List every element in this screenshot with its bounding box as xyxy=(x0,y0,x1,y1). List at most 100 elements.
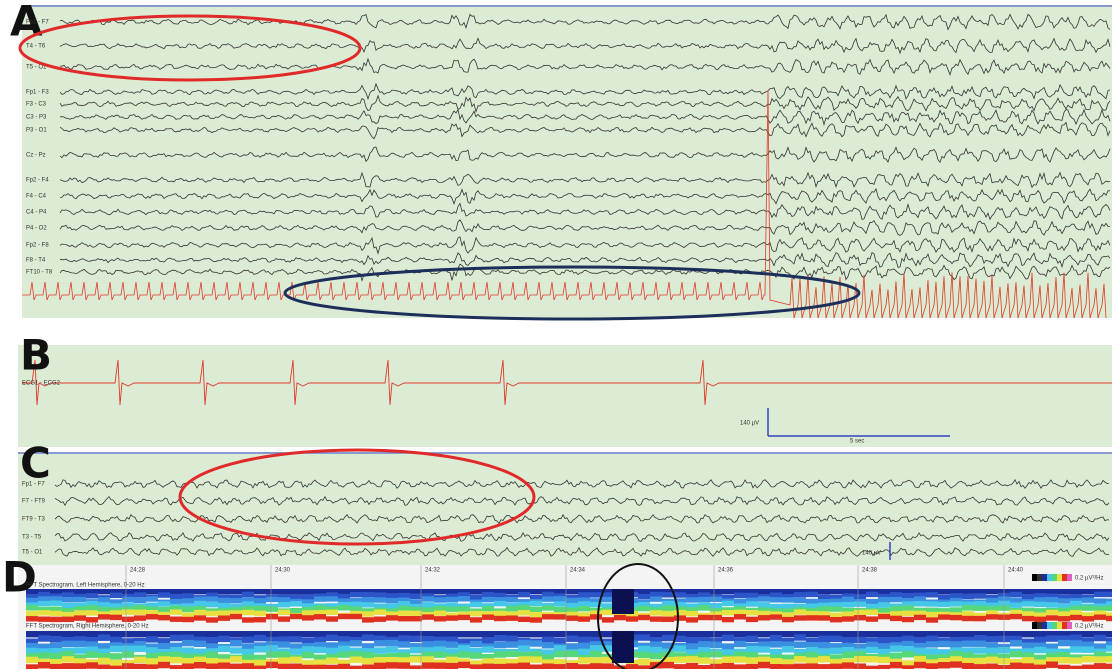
spectrogram-cell xyxy=(986,657,998,663)
spectrogram-cell xyxy=(1094,615,1106,620)
spectrogram-cell xyxy=(326,658,338,664)
spectrogram-cell xyxy=(206,611,218,616)
spectrogram-cell xyxy=(542,642,554,648)
spectrogram-cell xyxy=(962,641,974,647)
spectrogram-cell xyxy=(854,664,866,669)
spectrogram-cell xyxy=(218,663,230,669)
spectrogram-cell xyxy=(842,652,854,658)
spectrogram-cell xyxy=(938,614,950,619)
spectrogram-cell xyxy=(890,616,902,621)
spectrogram-cell xyxy=(1082,597,1094,602)
spectrogram-cell xyxy=(650,596,662,601)
spectrogram-cell xyxy=(698,652,710,658)
channel-label: Fp2 - F4 xyxy=(26,178,49,184)
spectrogram-cell xyxy=(1022,611,1034,616)
spectrogram-cell xyxy=(542,637,554,643)
spectrogram-cell xyxy=(806,663,818,669)
spectrogram-cell xyxy=(26,611,38,616)
spectrogram-cell xyxy=(386,593,398,598)
spectrogram-cell xyxy=(698,605,710,610)
spectrogram-cell xyxy=(794,615,806,620)
spectrogram-cell xyxy=(1106,592,1112,597)
spectrogram-cell xyxy=(1070,657,1082,663)
spectrogram-cell xyxy=(362,652,374,658)
spectrogram-cell xyxy=(458,651,470,657)
spectrogram-cell xyxy=(530,631,542,637)
spectrogram-cell xyxy=(206,617,218,622)
spectrogram-cell xyxy=(326,665,338,669)
scale-amplitude: 140 µV xyxy=(740,421,759,427)
spectrogram-cell xyxy=(1094,656,1106,662)
spectrogram-cell xyxy=(650,610,662,615)
spectrogram-cell xyxy=(530,656,542,662)
spectrogram-cell xyxy=(422,602,434,607)
spectrogram-cell xyxy=(590,651,602,657)
spectrogram-cell xyxy=(626,664,638,669)
spectrogram-cell xyxy=(254,666,266,669)
spectrogram-cell xyxy=(422,614,434,619)
spectrogram-cell xyxy=(878,589,890,594)
spectrogram-cell xyxy=(290,657,302,663)
spectrogram-cell xyxy=(854,610,866,615)
spectrogram-cell xyxy=(1070,640,1082,646)
spectrogram-cell xyxy=(290,601,302,606)
spectrogram-cell xyxy=(530,601,542,606)
spectrogram-cell xyxy=(50,653,62,659)
spectrogram-cell xyxy=(698,657,710,663)
spectrogram-cell xyxy=(482,606,494,611)
spectrogram-cell xyxy=(146,589,158,594)
spectrogram-cell xyxy=(590,645,602,651)
spectrogram-cell xyxy=(638,594,650,599)
spectrogram-cell xyxy=(650,647,662,653)
spectrogram-cell xyxy=(230,664,242,669)
spectrogram-cell xyxy=(482,646,494,652)
spectrogram-cell xyxy=(362,592,374,597)
panel-label: D xyxy=(2,553,37,602)
spectrogram-cell xyxy=(1082,589,1094,594)
spectrogram-cell xyxy=(326,596,338,601)
spectrogram-cell xyxy=(938,589,950,594)
spectrogram-cell xyxy=(434,611,446,616)
spectrogram-cell xyxy=(422,596,434,601)
spectrogram-cell xyxy=(1106,616,1112,621)
spectrogram-cell xyxy=(374,617,386,622)
spectrogram-cell xyxy=(710,651,722,657)
spectrogram-cell xyxy=(554,651,566,657)
spectrogram-cell xyxy=(470,602,482,607)
spectrogram-cell xyxy=(494,664,506,669)
spectrogram-cell xyxy=(686,643,698,649)
spectrogram-cell xyxy=(782,597,794,602)
spectrogram-cell xyxy=(230,656,242,662)
spectrogram-cell xyxy=(566,651,578,657)
spectrogram-cell xyxy=(662,635,674,641)
spectrogram-cell xyxy=(518,631,530,637)
spectrogram-cell xyxy=(494,635,506,641)
spectrogram-cell xyxy=(362,602,374,607)
spectrogram-cell xyxy=(830,664,842,669)
spectrogram-cell xyxy=(458,596,470,601)
spectrogram-cell xyxy=(38,610,50,615)
channel-label: Fp1 - F7 xyxy=(26,20,49,26)
spectrogram-cell xyxy=(974,616,986,621)
spectrogram-cell xyxy=(38,652,50,658)
spectrogram-cell xyxy=(218,598,230,603)
spectrogram-cell xyxy=(158,601,170,606)
spectrogram-cell xyxy=(38,601,50,606)
spectrogram-cell xyxy=(914,637,926,643)
spectrogram-cell xyxy=(242,643,254,649)
spectrogram-cell xyxy=(686,631,698,637)
spectrogram-cell xyxy=(338,614,350,619)
channel-label: ECG1 - ECG2 xyxy=(22,381,61,387)
spectrogram-cell xyxy=(146,658,158,664)
spectrogram-cell xyxy=(638,615,650,620)
spectrogram-cell xyxy=(254,646,266,652)
spectrogram-cell xyxy=(362,611,374,616)
spectrogram-cell xyxy=(1082,647,1094,653)
spectrogram-cell xyxy=(122,597,134,602)
spectrogram-cell xyxy=(914,656,926,662)
spectrogram-cell xyxy=(794,598,806,603)
spectrogram-cell xyxy=(986,614,998,619)
spectrogram-cell xyxy=(422,607,434,612)
spectrogram-cell xyxy=(434,641,446,647)
spectrogram-cell xyxy=(86,652,98,658)
